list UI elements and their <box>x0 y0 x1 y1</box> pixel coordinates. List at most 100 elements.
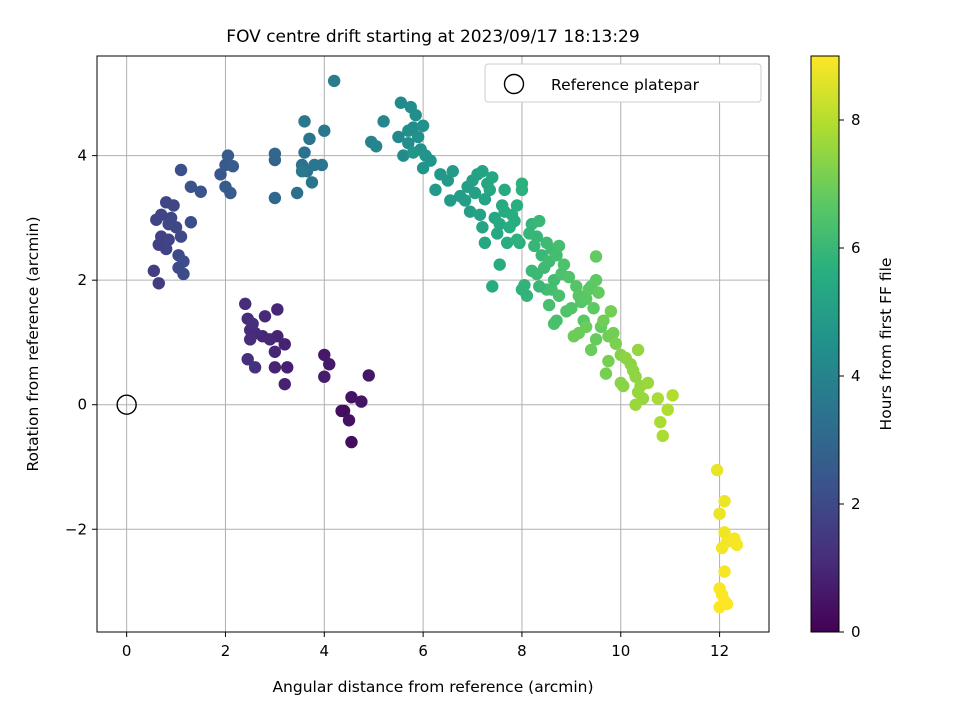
data-point <box>174 230 188 243</box>
data-point <box>184 180 198 193</box>
data-point <box>713 600 726 614</box>
data-point <box>631 386 645 399</box>
data-point <box>268 147 282 160</box>
data-point <box>323 358 336 371</box>
data-point <box>530 230 543 243</box>
data-point <box>246 317 259 330</box>
data-point <box>268 361 282 374</box>
data-point <box>493 258 506 271</box>
data-point <box>162 233 175 246</box>
data-point <box>493 217 506 231</box>
y-axis-label: Rotation from reference (arcmin) <box>24 216 42 471</box>
data-point <box>599 367 613 380</box>
data-point <box>369 140 383 153</box>
x-tick-label: 4 <box>320 642 330 660</box>
reference-point-marker <box>116 394 137 415</box>
data-point <box>429 183 442 197</box>
data-point <box>718 565 731 578</box>
data-point <box>298 146 311 159</box>
data-point <box>602 354 615 368</box>
data-point <box>271 303 284 316</box>
data-point <box>547 317 561 330</box>
data-point <box>607 326 620 340</box>
colorbar-tick-label: 6 <box>851 239 861 257</box>
data-point <box>159 242 173 256</box>
data-points <box>147 74 744 614</box>
data-point <box>268 345 282 358</box>
data-point <box>318 124 331 137</box>
data-point <box>491 227 504 240</box>
data-point <box>463 205 477 218</box>
x-tick-label: 10 <box>611 642 630 660</box>
legend-reference-marker <box>503 73 525 95</box>
data-point <box>177 255 190 268</box>
data-point <box>486 280 499 293</box>
data-point <box>441 174 455 187</box>
data-point <box>226 160 240 173</box>
data-point <box>468 186 482 200</box>
chart-title: FOV centre drift starting at 2023/09/17 … <box>226 27 639 47</box>
data-point <box>394 96 408 109</box>
data-point <box>184 216 198 229</box>
data-point <box>248 361 262 374</box>
data-point <box>609 337 623 350</box>
data-point <box>515 183 529 197</box>
colorbar-tick-label: 0 <box>851 623 861 641</box>
data-point <box>486 171 499 184</box>
data-point <box>498 205 511 218</box>
data-point <box>629 398 642 411</box>
x-tick-label: 8 <box>517 642 527 660</box>
data-point <box>579 292 593 306</box>
y-tick-label: 2 <box>77 271 87 289</box>
data-point <box>152 277 165 290</box>
data-point <box>219 180 232 193</box>
data-point <box>424 154 437 167</box>
data-point <box>666 389 679 402</box>
data-point <box>584 343 598 357</box>
data-point <box>476 165 489 178</box>
data-point <box>147 264 161 278</box>
data-point <box>318 370 331 383</box>
data-point <box>631 343 645 357</box>
data-point <box>407 146 420 159</box>
colorbar: 0 2 4 6 8 Hours from first FF file <box>810 55 895 641</box>
data-point <box>604 305 618 318</box>
data-point <box>589 250 603 263</box>
data-point <box>327 74 341 88</box>
legend-entry-label: Reference platepar <box>551 76 700 94</box>
x-tick-label: 12 <box>710 642 729 660</box>
legend: Reference platepar <box>484 63 762 103</box>
data-point <box>392 130 405 144</box>
data-point <box>315 158 329 172</box>
y-tick-label: 0 <box>77 396 87 414</box>
data-point <box>318 348 331 362</box>
data-point <box>710 463 724 477</box>
data-point <box>592 286 605 299</box>
data-point <box>478 236 492 250</box>
data-point <box>402 136 415 150</box>
data-point <box>718 495 731 508</box>
data-point <box>654 415 667 429</box>
data-point <box>483 183 497 197</box>
data-point <box>397 149 410 162</box>
colorbar-scale <box>810 55 840 633</box>
data-point <box>444 194 457 207</box>
data-point <box>533 280 546 293</box>
data-point <box>629 370 642 383</box>
data-point <box>641 376 655 390</box>
data-point <box>243 333 257 346</box>
data-point <box>528 239 541 253</box>
data-point <box>478 193 492 206</box>
grid-lines <box>97 56 769 632</box>
data-point <box>589 273 603 287</box>
data-point <box>589 333 603 346</box>
x-axis-label: Angular distance from reference (arcmin) <box>272 678 593 696</box>
data-point <box>258 310 272 323</box>
data-point <box>730 538 744 552</box>
data-point <box>278 338 291 351</box>
data-point <box>510 233 524 246</box>
data-point <box>473 208 487 221</box>
data-point <box>565 301 578 315</box>
data-point <box>155 208 168 221</box>
